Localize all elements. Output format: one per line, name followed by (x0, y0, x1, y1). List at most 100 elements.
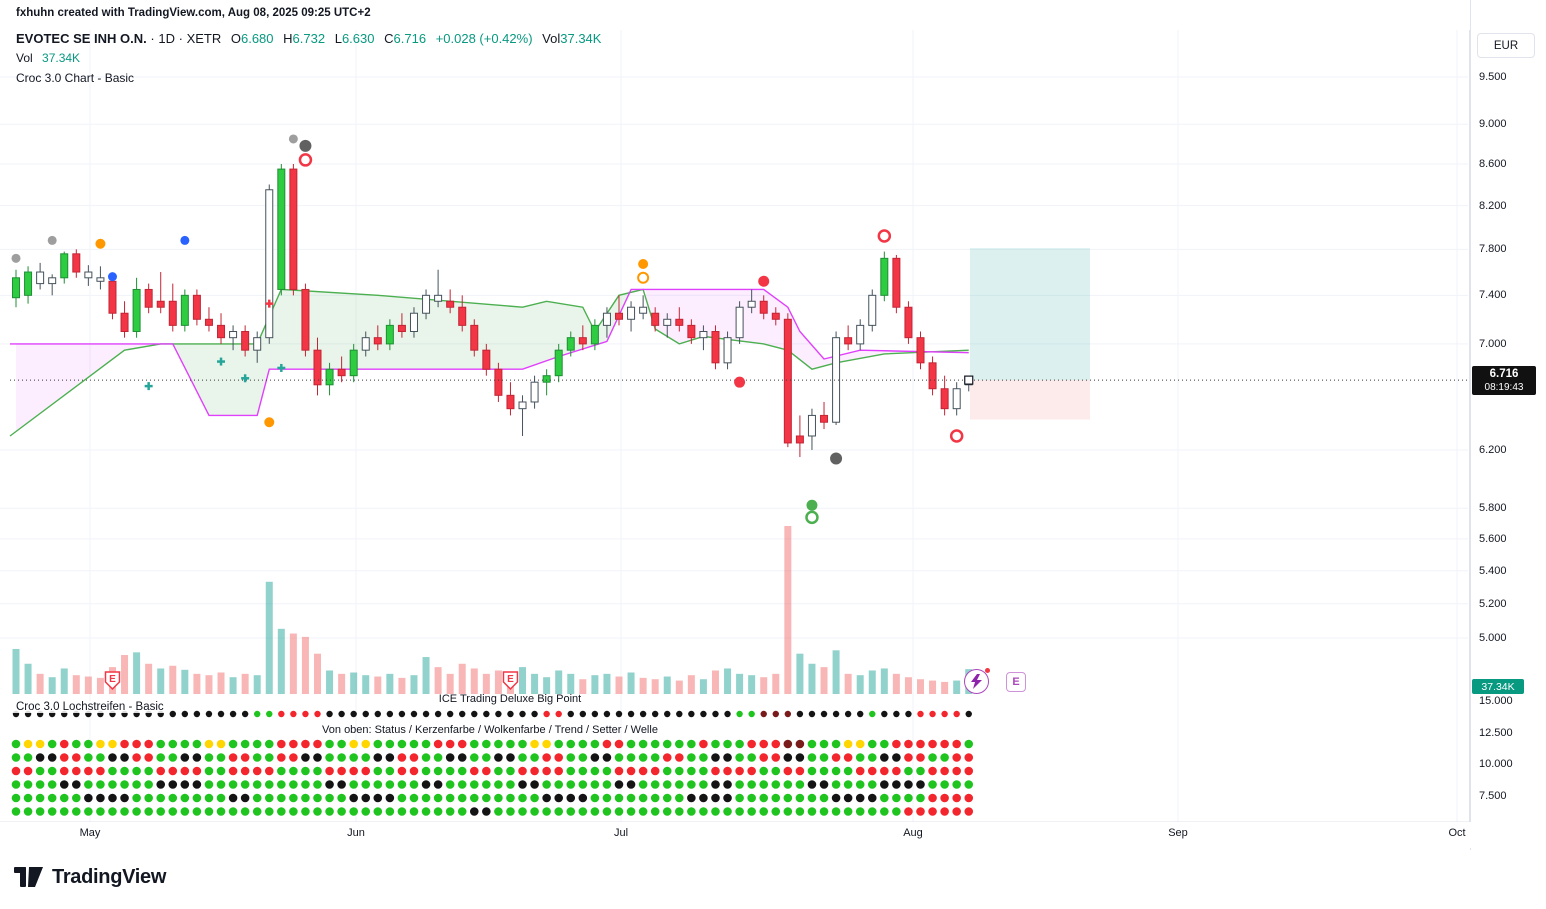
punch-dot (216, 739, 226, 749)
punch-dot (711, 739, 720, 749)
punch-dot (445, 753, 455, 762)
legend-symbol-row[interactable]: EVOTEC SE INH O.N. · 1D · XETR O6.680 H6… (16, 30, 601, 47)
candle-body (12, 277, 20, 299)
time-axis[interactable]: May Jun Jul Aug Sep Oct (0, 822, 1546, 848)
punch-dot (711, 793, 720, 803)
punch-dot-status (651, 710, 659, 718)
punch-dot (855, 807, 865, 816)
volume-bar (48, 677, 56, 694)
volume-bar (482, 673, 490, 694)
punch-dot (373, 780, 383, 789)
punch-dot (494, 753, 503, 762)
punch-dot (337, 780, 346, 789)
punch-dot (892, 766, 901, 776)
punch-dot (337, 753, 346, 762)
future-cloud-bull-zone (970, 248, 1090, 381)
signal-red-ring (877, 229, 892, 243)
punch-dot (771, 807, 781, 816)
candle-body (192, 294, 201, 320)
punch-dot (904, 739, 913, 749)
signal-orange-dot (638, 259, 649, 270)
punch-dot (409, 739, 419, 749)
punch-dot (494, 739, 503, 749)
punch-dot-status (676, 710, 683, 718)
punch-dot-status (326, 710, 333, 718)
punch-dot (349, 753, 358, 762)
punch-dot (892, 753, 901, 762)
punch-dot (819, 807, 829, 816)
candle-body (385, 324, 394, 345)
signal-gray-dot (11, 253, 21, 263)
punch-dot (264, 753, 274, 762)
punch-dot (35, 807, 45, 816)
punch-dot (168, 766, 178, 776)
signal-green-ring (805, 510, 819, 525)
candle-body (639, 306, 648, 314)
punch-dot (566, 766, 576, 776)
punch-dot-status (820, 710, 828, 718)
punch-dot (855, 739, 865, 749)
punch-dot (807, 766, 817, 776)
punch-dot-status (205, 710, 213, 718)
month-label: Oct (1448, 827, 1466, 839)
punch-dot (47, 753, 57, 762)
croc-chart-indicator-label: Croc 3.0 Chart - Basic (16, 71, 135, 85)
punch-dot (59, 793, 69, 803)
punch-dot (23, 739, 33, 749)
punch-dot (735, 739, 744, 749)
punch-dot (469, 793, 479, 803)
punch-dot (554, 753, 563, 762)
punch-dot (385, 739, 395, 749)
punch-dot (228, 739, 238, 749)
e-marker-button[interactable]: E (1006, 672, 1026, 692)
punch-dot-status (724, 710, 731, 718)
punch-dot (216, 807, 226, 816)
punch-dot (928, 780, 937, 789)
volume-bar (639, 677, 647, 694)
punch-dot (361, 807, 371, 816)
punch-dot (11, 739, 21, 749)
punch-dot (482, 793, 491, 803)
volume-bar (36, 673, 44, 694)
month-label: Jun (347, 827, 365, 839)
candle-body (120, 312, 129, 333)
punch-dot (578, 739, 588, 749)
punchcard-indicator-title[interactable]: Croc 3.0 Lochstreifen - Basic (13, 701, 167, 713)
punch-dot (252, 807, 262, 816)
punch-dot (47, 766, 57, 776)
legend-indicator-row[interactable]: Croc 3.0 Chart - Basic (16, 70, 601, 87)
candle-body (663, 318, 672, 326)
tradingview-logo[interactable]: TradingView (14, 864, 166, 890)
punch-dot (397, 793, 407, 803)
punch-dot (132, 766, 141, 776)
punch-dot (614, 780, 624, 789)
punch-dot (916, 753, 925, 762)
future-cloud-bear-zone (970, 380, 1090, 420)
earnings-badge[interactable] (104, 671, 121, 691)
candle-body (578, 337, 587, 345)
punch-dot (156, 766, 166, 776)
currency-button[interactable]: EUR (1477, 33, 1535, 58)
legend-volume-row[interactable]: Vol 37.34K (16, 50, 601, 67)
tradingview-logo-text: TradingView (52, 865, 167, 888)
punch-dot (506, 739, 515, 749)
price-axis[interactable]: EUR 9.500 9.000 8.600 8.200 7.800 7.400 7.000 6… (1470, 0, 1546, 850)
candle-body (156, 300, 165, 308)
punch-dot (180, 753, 190, 762)
punch-dot (952, 793, 961, 803)
punch-dot (72, 793, 81, 803)
earnings-badge[interactable] (502, 671, 519, 691)
month-label: May (79, 827, 101, 839)
punch-dot-status (591, 710, 599, 718)
punch-dot (662, 807, 672, 816)
volume-bar (711, 670, 719, 694)
flash-button[interactable] (964, 668, 990, 694)
candle-body (24, 271, 33, 296)
punch-dot (108, 793, 117, 803)
change-value: +0.028 (+0.42%) (435, 31, 533, 46)
cloud-green-line (9, 288, 969, 437)
punch-dot (518, 793, 527, 803)
punch-dot (144, 739, 153, 749)
punch-dot (156, 793, 166, 803)
